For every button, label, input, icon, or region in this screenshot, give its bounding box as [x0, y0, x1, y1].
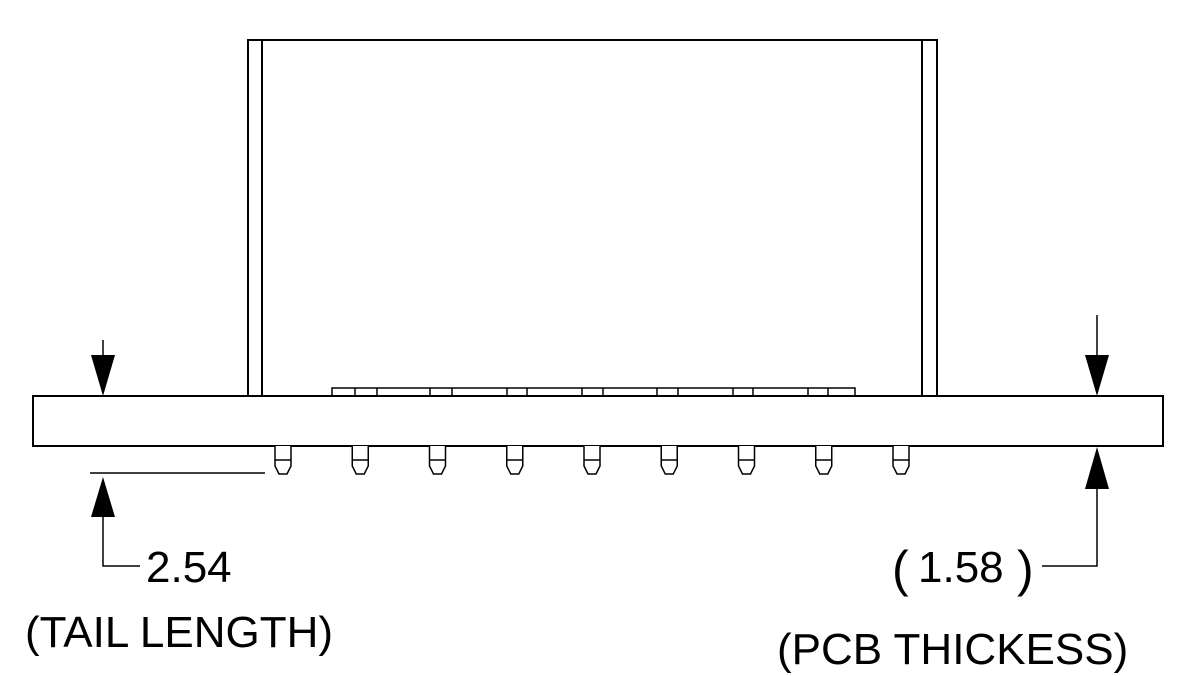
pcb-thickness-arrow-down	[1085, 355, 1109, 396]
pin-tail	[737, 446, 756, 475]
contact-insert	[331, 387, 856, 397]
pcb-thickness-value: 1.58	[918, 543, 1004, 592]
pin-tail	[428, 446, 447, 475]
tail-length-arrow-up	[91, 477, 115, 517]
pcb-thickness-close-paren: )	[1017, 541, 1034, 597]
pin-tails	[274, 446, 910, 475]
pin-tail	[815, 446, 833, 475]
tail-length-value: 2.54	[146, 543, 232, 592]
tail-length-leader-line	[102, 517, 140, 567]
pin-tail	[506, 446, 524, 475]
pin-tail	[660, 446, 678, 475]
tail-length-dimension	[90, 340, 265, 567]
connector-housing	[247, 39, 938, 397]
pin-tail	[274, 446, 292, 475]
tail-length-caption: (TAIL LENGTH)	[25, 608, 333, 657]
pcb-thickness-arrow-up	[1085, 447, 1109, 489]
tail-length-arrow-down	[91, 355, 115, 396]
pcb-thickness-leader-line	[1042, 489, 1098, 567]
pcb-thickness-dimension	[1042, 315, 1109, 567]
pin-tail	[892, 446, 910, 475]
pcb-board	[32, 395, 1164, 447]
pcb-thickness-caption: (PCB THICKESS)	[777, 625, 1128, 674]
pin-tail	[351, 446, 369, 475]
pcb-thickness-open-paren: (	[892, 541, 909, 597]
pin-tail	[583, 446, 601, 475]
